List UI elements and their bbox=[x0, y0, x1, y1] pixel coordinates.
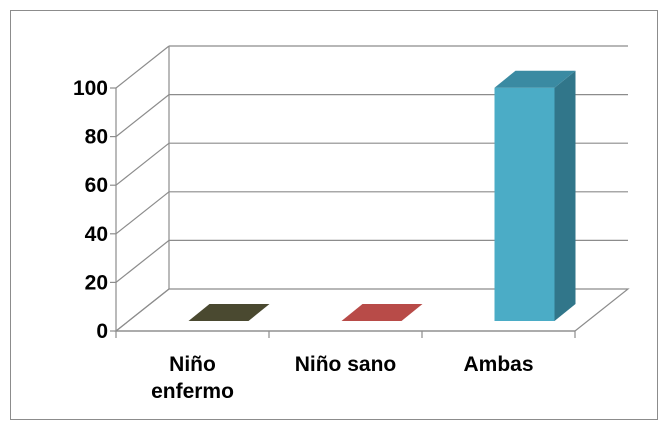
bar-front bbox=[494, 87, 555, 321]
axes bbox=[110, 87, 576, 338]
x-category-label-line: Niño sano bbox=[295, 353, 397, 376]
x-category-label: Niño sano bbox=[295, 353, 397, 376]
x-category-label-line: Ambas bbox=[463, 353, 533, 376]
y-tick-label: 100 bbox=[73, 77, 108, 100]
y-tick-label: 20 bbox=[85, 271, 108, 294]
bar bbox=[188, 304, 270, 321]
y-tick-label: 40 bbox=[85, 223, 108, 246]
gridline-side bbox=[115, 191, 170, 235]
gridline-side bbox=[115, 45, 170, 89]
y-tick-label: 0 bbox=[96, 320, 108, 343]
x-category-label: Niño enfermo bbox=[151, 353, 234, 403]
bar-side bbox=[554, 70, 576, 321]
bar bbox=[494, 70, 576, 321]
bar-top bbox=[188, 304, 270, 321]
bars bbox=[188, 70, 576, 321]
y-tick-label: 80 bbox=[85, 126, 108, 149]
bar-top bbox=[341, 304, 423, 321]
bar-top bbox=[494, 70, 576, 88]
gridline-side bbox=[115, 239, 170, 283]
gridline-side bbox=[115, 94, 170, 138]
gridline-side bbox=[115, 142, 170, 186]
x-category-label: Ambas bbox=[463, 353, 533, 376]
y-tick-label: 60 bbox=[85, 174, 108, 197]
bar bbox=[341, 304, 423, 321]
x-category-label-line: enfermo bbox=[151, 380, 234, 403]
x-category-label-line: Niño bbox=[169, 353, 216, 376]
labels: 0 20 40 60 80 100 Niño enfermo Niño sano Ambas bbox=[73, 77, 534, 403]
